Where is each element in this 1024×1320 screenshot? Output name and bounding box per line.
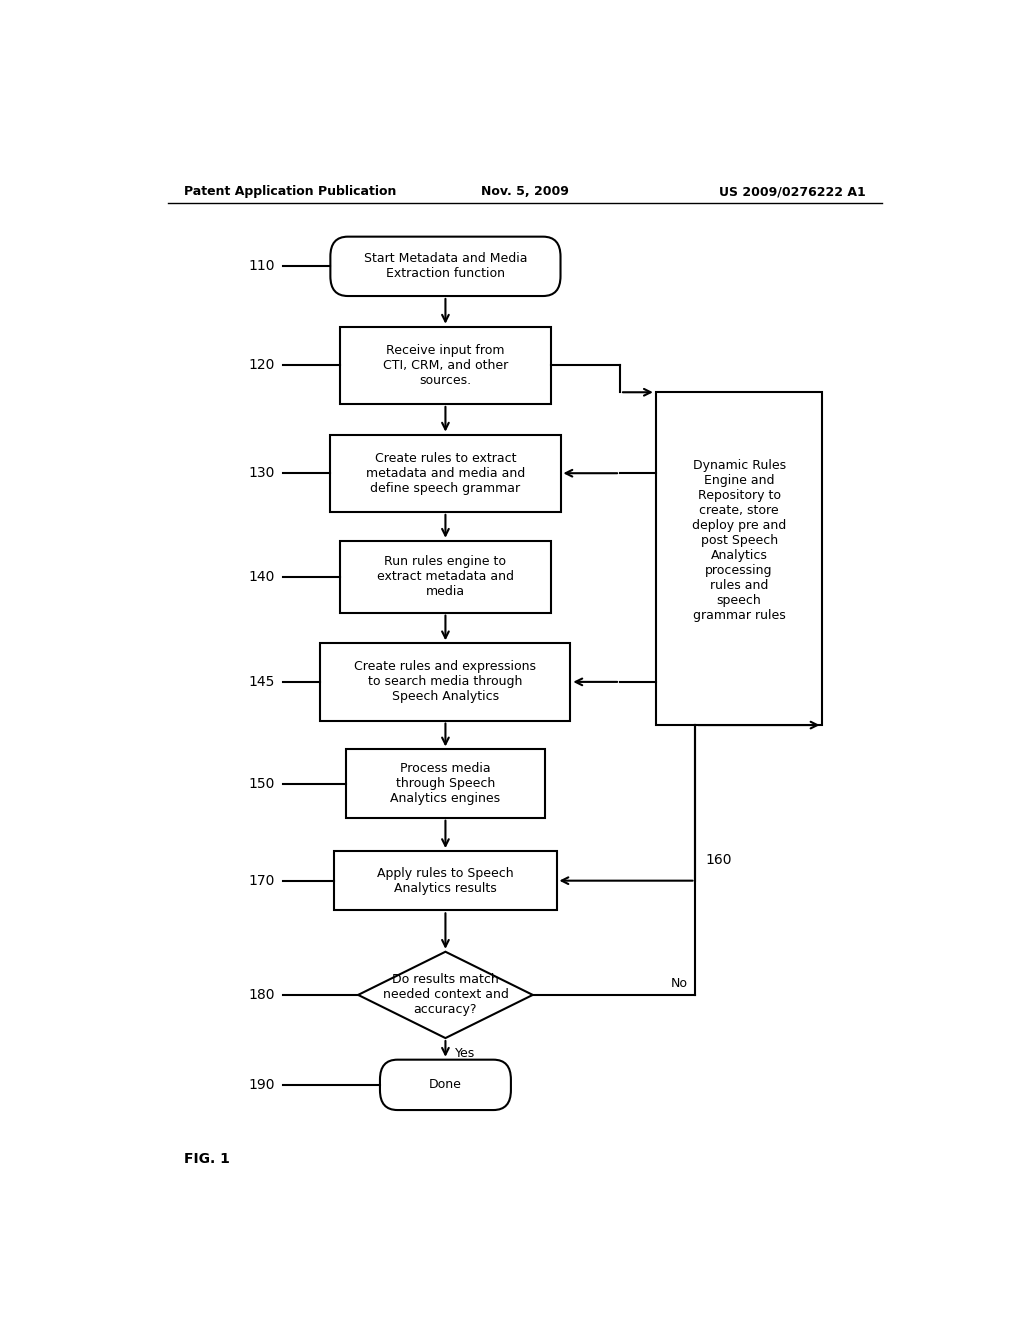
Bar xyxy=(340,541,551,612)
Text: Receive input from
CTI, CRM, and other
sources.: Receive input from CTI, CRM, and other s… xyxy=(383,343,508,387)
Bar xyxy=(334,851,557,911)
Text: Patent Application Publication: Patent Application Publication xyxy=(183,185,396,198)
Bar xyxy=(321,643,570,721)
Text: Run rules engine to
extract metadata and
media: Run rules engine to extract metadata and… xyxy=(377,556,514,598)
Bar xyxy=(346,750,545,817)
Text: 180: 180 xyxy=(248,987,274,1002)
Text: 160: 160 xyxy=(705,853,731,867)
Text: 110: 110 xyxy=(248,259,274,273)
Text: 170: 170 xyxy=(249,874,274,887)
Text: 120: 120 xyxy=(249,358,274,372)
Text: Yes: Yes xyxy=(455,1047,475,1060)
Text: Process media
through Speech
Analytics engines: Process media through Speech Analytics e… xyxy=(390,762,501,805)
Text: Done: Done xyxy=(429,1078,462,1092)
Text: No: No xyxy=(671,977,687,990)
Text: Apply rules to Speech
Analytics results: Apply rules to Speech Analytics results xyxy=(377,867,514,895)
Text: FIG. 1: FIG. 1 xyxy=(183,1152,229,1167)
Bar xyxy=(331,434,560,512)
Bar xyxy=(655,392,822,725)
Text: Start Metadata and Media
Extraction function: Start Metadata and Media Extraction func… xyxy=(364,252,527,280)
Text: 145: 145 xyxy=(249,675,274,689)
Text: 150: 150 xyxy=(249,776,274,791)
Text: Do results match
needed context and
accuracy?: Do results match needed context and accu… xyxy=(383,973,508,1016)
Text: Nov. 5, 2009: Nov. 5, 2009 xyxy=(481,185,568,198)
FancyBboxPatch shape xyxy=(380,1060,511,1110)
Bar xyxy=(340,326,551,404)
Text: Dynamic Rules
Engine and
Repository to
create, store
deploy pre and
post Speech
: Dynamic Rules Engine and Repository to c… xyxy=(692,459,786,622)
Text: Create rules and expressions
to search media through
Speech Analytics: Create rules and expressions to search m… xyxy=(354,660,537,704)
Text: US 2009/0276222 A1: US 2009/0276222 A1 xyxy=(719,185,866,198)
Text: 190: 190 xyxy=(248,1078,274,1092)
Text: Create rules to extract
metadata and media and
define speech grammar: Create rules to extract metadata and med… xyxy=(366,451,525,495)
FancyBboxPatch shape xyxy=(331,236,560,296)
Polygon shape xyxy=(358,952,532,1038)
Text: 130: 130 xyxy=(249,466,274,480)
Text: 140: 140 xyxy=(249,570,274,583)
